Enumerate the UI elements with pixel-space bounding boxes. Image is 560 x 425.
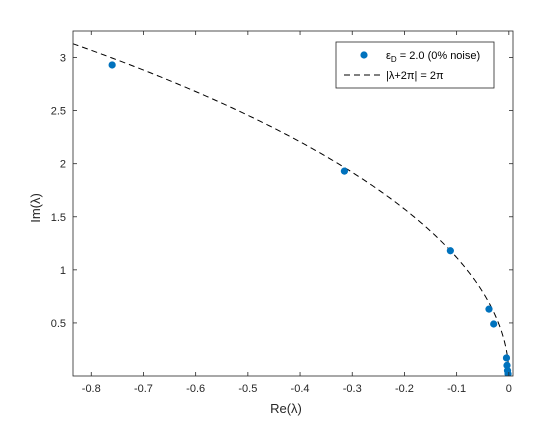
legend: εD = 2.0 (0% noise) |λ+2π| = 2π [335, 41, 495, 89]
x-tick-label: -0.1 [447, 383, 466, 395]
x-tick-label: -0.3 [343, 383, 362, 395]
y-tick-label: 3 [60, 53, 66, 65]
legend-marker [360, 51, 368, 59]
y-tick-label: 2 [60, 159, 66, 171]
legend-label: |λ+2π| = 2π [386, 70, 444, 82]
x-tick-label: -0.6 [186, 383, 205, 395]
y-tick-label: 1 [60, 265, 66, 277]
x-tick-label: 0 [506, 383, 512, 395]
data-point [446, 247, 454, 255]
reference-curve-line [73, 43, 510, 376]
x-axis-label: Re(λ) [270, 401, 302, 416]
legend-label: εD = 2.0 (0% noise) [386, 50, 480, 64]
y-tick-label: 1.5 [51, 212, 66, 224]
x-tick-label: -0.4 [291, 383, 310, 395]
data-point [503, 361, 511, 369]
data-point [485, 305, 493, 313]
y-tick-label: 0.5 [51, 318, 66, 330]
data-point [340, 167, 349, 175]
x-tick-label: -0.8 [82, 383, 101, 395]
data-point [502, 354, 511, 362]
axes-box [72, 30, 514, 377]
x-tick-label: -0.7 [134, 383, 153, 395]
x-tick-label: -0.5 [238, 383, 257, 395]
data-point [490, 320, 498, 328]
y-tick-label: 2.5 [51, 106, 66, 118]
y-axis-label: Im(λ) [28, 193, 43, 223]
legend-box [335, 41, 495, 89]
x-tick-label: -0.2 [395, 383, 414, 395]
data-point [108, 61, 116, 69]
data-point [504, 370, 512, 376]
